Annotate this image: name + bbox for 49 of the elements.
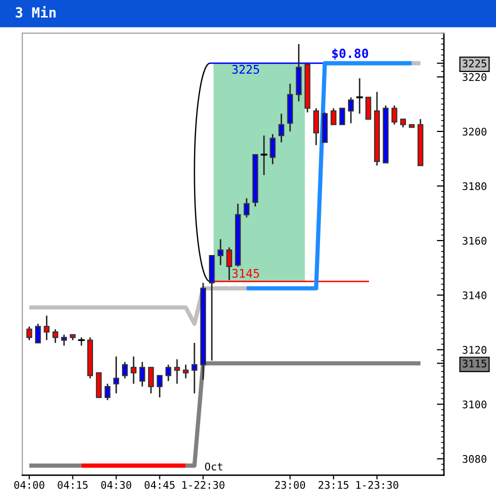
y-tick-label: 3200 <box>462 128 486 136</box>
x-tick-label: 23:15 <box>318 480 348 489</box>
candlestick <box>26 326 32 341</box>
candlestick <box>61 334 67 346</box>
y-tick-label: 3115 <box>462 360 486 368</box>
candlestick <box>113 356 120 394</box>
candlestick <box>218 238 224 266</box>
candlestick <box>244 198 250 218</box>
y-tick-label: 3140 <box>462 291 486 300</box>
x-tick-label: 04:45 <box>144 480 175 489</box>
x-tick-label: 04:30 <box>101 480 132 489</box>
x-tick-label: 23:00 <box>275 480 306 489</box>
chart-title: 3 Min <box>16 6 56 18</box>
y-tick-label: 3180 <box>462 182 486 190</box>
candlestick <box>278 113 284 144</box>
y-tick-label: 3225 <box>462 59 486 68</box>
candlestick <box>139 361 146 388</box>
y-tick-label: 3080 <box>462 455 486 463</box>
band-label: $0.80 <box>332 48 368 60</box>
x-tick-label: 04:00 <box>14 480 44 489</box>
candlestick <box>270 133 276 165</box>
ref-line-label: 3145 <box>232 268 259 278</box>
candlestick <box>339 108 346 126</box>
y-tick-label: 3120 <box>462 346 486 354</box>
annotation: Oct <box>205 462 222 470</box>
candlestick <box>52 328 58 344</box>
candlestick <box>192 342 198 394</box>
candlestick <box>104 383 110 401</box>
candlestick <box>165 364 172 382</box>
candlestick <box>348 96 354 124</box>
x-tick-label: 04:15 <box>58 480 88 489</box>
candlestick <box>122 361 128 380</box>
candlestick <box>391 104 398 126</box>
candlestick <box>174 358 180 384</box>
candlestick <box>330 108 336 126</box>
candlestick <box>182 364 189 380</box>
x-tick-label: 1-23:30 <box>356 480 398 489</box>
candlestick <box>365 96 372 120</box>
y-tick-label: 3160 <box>462 236 486 245</box>
y-tick-label: 3100 <box>462 400 486 408</box>
y-tick-label: 3220 <box>462 73 486 82</box>
candlestick <box>148 366 154 394</box>
x-tick-label: 1-22:30 <box>182 480 224 489</box>
candlestick <box>35 323 41 344</box>
ref-line-label: 3225 <box>232 64 259 74</box>
candlestick <box>130 356 136 384</box>
candlestick <box>44 314 50 341</box>
candlestick <box>313 108 320 146</box>
candlestick <box>156 374 163 398</box>
